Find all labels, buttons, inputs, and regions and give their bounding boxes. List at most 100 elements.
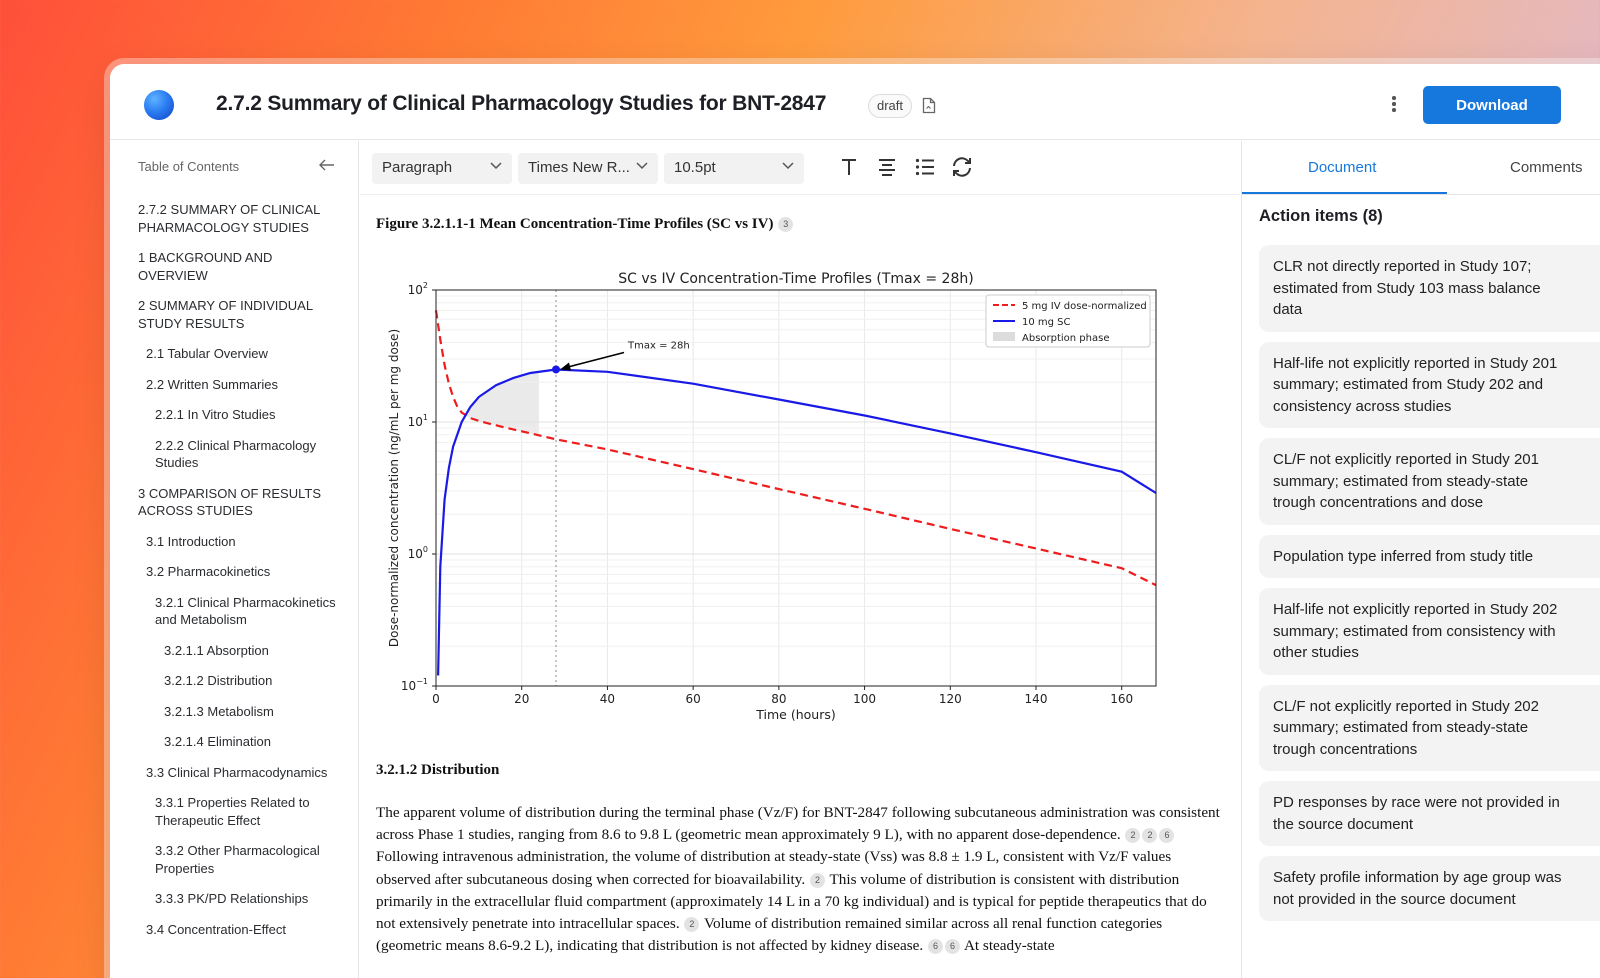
app-logo[interactable]: [144, 90, 174, 120]
formatting-toolbar: Paragraph Times New R... 10.5pt: [360, 141, 1240, 195]
x-axis-label: Time (hours): [755, 707, 835, 722]
toc-item[interactable]: 3.3.2 Other Pharmacological Properties: [155, 843, 320, 876]
action-item-text: consistency across studies: [1273, 397, 1452, 415]
plot-area: [436, 290, 1156, 686]
action-item-text: summary; estimated from Study 202 and: [1273, 376, 1544, 393]
action-item-card[interactable]: Safety profile information by age group …: [1259, 856, 1600, 921]
action-item-text: trough concentrations: [1273, 740, 1418, 758]
action-item-card[interactable]: Population type inferred from study titl…: [1259, 534, 1600, 578]
x-tick-label: 120: [939, 692, 962, 706]
y-tick-base: 10: [408, 547, 423, 561]
y-tick-base: 10: [408, 283, 423, 297]
distribution-paragraph: The apparent volume of distribution duri…: [376, 802, 1226, 957]
toc-item[interactable]: 3.2.1.2 Distribution: [164, 673, 273, 688]
arrow-left-icon[interactable]: [318, 158, 336, 177]
tab-comments[interactable]: Comments: [1510, 159, 1583, 176]
chevron-down-icon: [782, 162, 794, 170]
toc-item[interactable]: 3.2.1.4 Elimination: [164, 734, 271, 749]
action-item-card[interactable]: CL/F not explicitly reported in Study 20…: [1259, 438, 1600, 525]
plot-frame: [435, 289, 1157, 687]
block-style-value: Paragraph: [382, 159, 453, 176]
status-badge: draft: [868, 94, 913, 118]
document-icon[interactable]: [922, 97, 936, 119]
toc-item[interactable]: 2 SUMMARY OF INDIVIDUAL STUDY RESULTS: [138, 298, 313, 331]
bullet-list-icon[interactable]: [915, 157, 935, 182]
align-center-icon[interactable]: [877, 157, 897, 182]
toc-item[interactable]: 3.1 Introduction: [146, 533, 236, 549]
action-items-list: CLR not directly reported in Study 107; e…: [1259, 245, 1600, 931]
toc-item[interactable]: 2.2.2 Clinical Pharmacology Studies: [155, 437, 317, 471]
tab-document[interactable]: Document: [1308, 159, 1377, 176]
citation-badge[interactable]: 2: [809, 872, 825, 888]
toc-item[interactable]: 3.2 Pharmacokinetics: [146, 564, 271, 579]
more-options-icon[interactable]: [1386, 94, 1402, 116]
citation-badge[interactable]: 3: [778, 217, 794, 232]
action-item-text: CLR not directly reported in Study 107;: [1273, 258, 1532, 275]
annotation-label: Tmax = 28h: [627, 340, 690, 351]
action-item-text: trough concentrations and dose: [1273, 494, 1484, 511]
action-item-text: Half-life not explicitly reported in Stu…: [1273, 601, 1558, 618]
legend-sc-label: 10 mg SC: [1022, 317, 1071, 328]
table-of-contents: Table of Contents 2.7.2 SUMMARY OF CLINI…: [110, 141, 359, 978]
tab-divider: [1242, 194, 1600, 195]
x-tick-label: 20: [514, 692, 529, 706]
toc-item[interactable]: 3.2.1 Clinical Pharmacokinetics and Meta…: [155, 594, 336, 628]
page-title: 2.7.2 Summary of Clinical Pharmacology S…: [216, 92, 827, 115]
toc-item[interactable]: 3.2.1.1 Absorption: [164, 642, 269, 658]
action-item-text: Half-life not explicitly reported in Stu…: [1273, 354, 1558, 372]
toc-item[interactable]: 3.3.3 PK/PD Relationships: [155, 891, 309, 906]
annotation-arrowhead: [560, 362, 571, 371]
action-item-card[interactable]: Half-life not explicitly reported in Stu…: [1259, 341, 1600, 428]
toc-item[interactable]: 3.4 Concentration-Effect: [146, 921, 286, 937]
x-tick-label: 60: [686, 692, 701, 706]
toc-item[interactable]: 2.1 Tabular Overview: [146, 346, 268, 361]
action-item-text: CL/F not explicitly reported in Study 20…: [1273, 451, 1539, 468]
x-tick-label: 160: [1110, 692, 1133, 706]
legend-absorption-label: Absorption phase: [1022, 333, 1110, 344]
paragraph-text: The apparent volume of distribution duri…: [376, 804, 1220, 844]
active-tab-indicator: [1242, 192, 1447, 194]
right-panel: Document Comments Action items (8) CLR n…: [1241, 141, 1600, 978]
action-item-text: Population type inferred from study titl…: [1273, 547, 1534, 565]
refresh-icon[interactable]: [950, 155, 974, 184]
legend-iv-label: 5 mg IV dose-normalized: [1022, 301, 1147, 312]
toc-item[interactable]: 2.7.2 SUMMARY OF CLINICAL PHARMACOLOGY S…: [138, 202, 320, 235]
annotation-arrow: [565, 351, 625, 369]
block-style-select[interactable]: Paragraph: [372, 153, 512, 184]
toc-item[interactable]: 3.2.1.3 Metabolism: [164, 703, 274, 719]
citation-badge[interactable]: 6: [1159, 828, 1175, 844]
font-size-value: 10.5pt: [674, 159, 716, 176]
citation-badge[interactable]: 6: [944, 939, 960, 955]
font-size-select[interactable]: 10.5pt: [664, 153, 804, 184]
action-item-text: PD responses by race were not provided i…: [1273, 794, 1560, 811]
font-family-select[interactable]: Times New R...: [518, 153, 658, 184]
action-item-card[interactable]: Half-life not explicitly reported in Stu…: [1259, 588, 1600, 675]
y-tick-base: 10: [408, 415, 423, 429]
chevron-down-icon: [490, 162, 502, 170]
toc-item[interactable]: 3.3 Clinical Pharmacodynamics: [146, 764, 328, 780]
y-tick-exponent: 0: [423, 545, 428, 554]
action-item-card[interactable]: CL/F not explicitly reported in Study 20…: [1259, 684, 1600, 771]
citation-badge[interactable]: 2: [1142, 828, 1158, 844]
citation-badge[interactable]: 2: [1125, 828, 1141, 844]
y-axis-label: Dose-normalized concentration (ng/mL per…: [387, 329, 401, 647]
toc-item[interactable]: 2.2 Written Summaries: [146, 376, 278, 392]
citation-badge[interactable]: 6: [927, 939, 943, 955]
text-format-icon[interactable]: [840, 157, 858, 182]
action-item-card[interactable]: CLR not directly reported in Study 107; e…: [1259, 245, 1600, 332]
toc-item[interactable]: 3.3.1 Properties Related to Therapeutic …: [155, 795, 310, 828]
legend-absorption-swatch: [993, 332, 1015, 341]
toc-item[interactable]: 2.2.1 In Vitro Studies: [155, 407, 276, 422]
action-item-text: summary; estimated from consistency with: [1273, 622, 1556, 640]
toc-item[interactable]: 1 BACKGROUND AND OVERVIEW: [138, 250, 273, 283]
toc-item[interactable]: 3 COMPARISON OF RESULTS ACROSS STUDIES: [138, 485, 321, 519]
action-item-text: summary; estimated from steady-state: [1273, 719, 1529, 736]
download-button[interactable]: Download: [1423, 86, 1561, 124]
paragraph-text: At steady-state: [960, 937, 1055, 955]
font-family-value: Times New R...: [528, 159, 630, 176]
legend-box: [985, 294, 1151, 348]
action-item-card[interactable]: PD responses by race were not provided i…: [1259, 781, 1600, 846]
document-content: Figure 3.2.1.1-1 Mean Concentration-Time…: [360, 196, 1240, 978]
citation-badge[interactable]: 2: [684, 917, 700, 933]
action-item-text: summary; estimated from steady-state: [1273, 472, 1529, 490]
